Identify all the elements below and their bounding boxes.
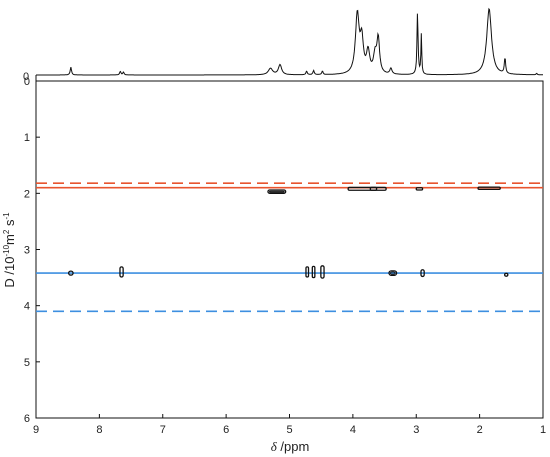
contour-peak [388,270,398,276]
y-tick-label: 2 [24,188,30,200]
contour-outer [305,266,310,278]
contour-outer [388,270,398,276]
contour-outer [347,186,378,191]
contour-outer [311,265,316,279]
x-tick-label: 7 [160,424,166,436]
contour-outer [415,187,424,191]
x-tick-label: 5 [286,424,292,436]
contour-peak [67,270,74,276]
contour-outer [119,266,124,278]
spectrum-projection: 0 [23,7,543,83]
contour-outer [320,265,325,279]
contour-outer [369,186,387,191]
y-tick-label: 5 [24,357,30,369]
contour-peak [320,265,325,279]
contour-outer [67,270,74,276]
x-tick-label: 4 [350,424,356,436]
projection-zero-label: 0 [23,71,29,83]
x-axis-label: δ /ppm [271,439,310,454]
contour-peak [347,186,378,191]
contour-outer [420,269,425,278]
contour-peak [305,266,310,278]
contour-peak [420,269,425,278]
contour-peak [504,272,509,277]
contour-peak [415,187,424,191]
contour-peak [477,186,501,191]
contour-peak [119,266,124,278]
x-axis-ticks: 9 8 7 6 5 4 3 2 1 [33,414,546,436]
contour-peaks [67,186,509,279]
x-tick-label: 1 [540,424,546,436]
x-tick-label: 8 [96,424,102,436]
y-tick-label: 1 [24,132,30,144]
contour-outer [267,189,287,194]
contour-inner [269,190,285,193]
y-tick-label: 6 [24,413,30,425]
contour-peak [311,265,316,279]
x-tick-label: 2 [477,424,483,436]
x-tick-label: 3 [413,424,419,436]
contour-peak [267,189,287,194]
contour-peak [369,186,387,191]
reference-lines [36,182,543,313]
x-tick-label: 9 [33,424,39,436]
y-axis-ticks: 0 1 2 3 4 5 6 [24,76,40,425]
contour-outer [477,186,501,191]
y-tick-label: 0 [24,76,30,88]
y-tick-label: 3 [24,245,30,257]
contour-inner [390,271,396,275]
x-tick-label: 6 [223,424,229,436]
plot-frame [35,80,544,419]
y-tick-label: 4 [24,301,30,313]
spectrum-trace [36,7,543,76]
y-axis-label: D /10-10m2 s-1 [2,212,17,288]
contour-outer [504,272,509,277]
